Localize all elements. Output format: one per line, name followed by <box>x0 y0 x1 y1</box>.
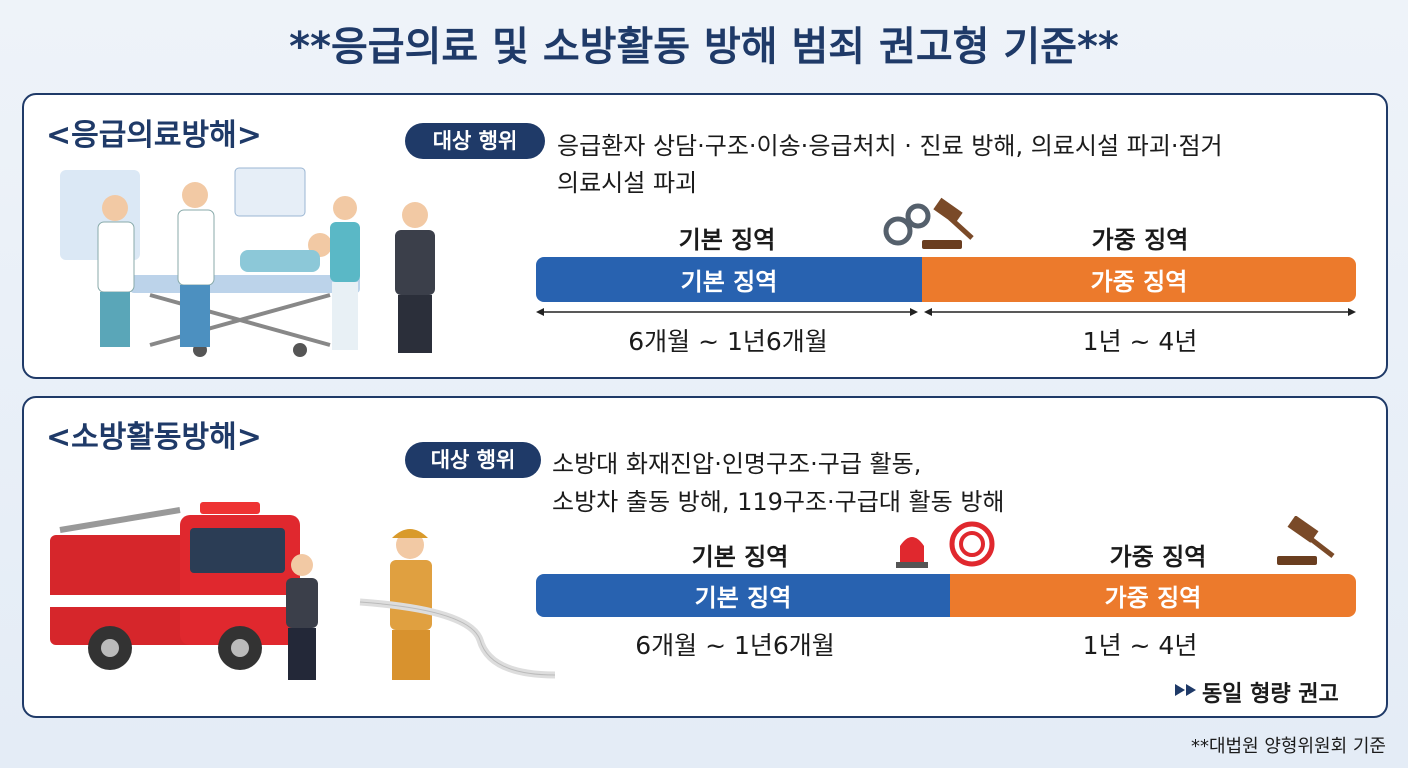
handcuff-gavel-icon <box>883 197 974 249</box>
target-badge: 대상 행위 <box>405 442 541 478</box>
target-text: 의료시설 파괴 <box>557 169 698 197</box>
aggravated-bar: 가중 징역 <box>922 257 1356 302</box>
target-badge: 대상 행위 <box>405 123 545 159</box>
aggravated-label: 가중 징역 <box>1109 543 1207 571</box>
siren-hose-icon <box>896 521 995 568</box>
basic-label: 기본 징역 <box>691 543 789 571</box>
basic-label: 기본 징역 <box>678 226 776 254</box>
aggravated-range: 1년 ~ 4년 <box>1082 327 1198 356</box>
basic-range: 6개월 ~ 1년6개월 <box>635 631 835 660</box>
basic-bar: 기본 징역 <box>536 257 922 302</box>
page-title: **응급의료 및 소방활동 방해 범죄 권고형 기준** <box>289 24 1119 70</box>
basic-bar: 기본 징역 <box>536 574 950 617</box>
aggravated-label: 가중 징역 <box>1091 226 1189 254</box>
range-arrows <box>536 308 1356 316</box>
section-heading: <응급의료방해> <box>46 118 262 153</box>
target-text: 소방대 화재진압·인명구조·구급 활동, <box>552 450 922 478</box>
target-text: 응급환자 상담·구조·이송·응급처치 · 진료 방해, 의료시설 파괴·점거 <box>557 132 1223 160</box>
target-text: 소방차 출동 방해, 119구조·구급대 활동 방해 <box>552 488 1005 516</box>
fire-illustration <box>50 502 556 680</box>
gavel-icon <box>1277 516 1335 565</box>
panel <box>22 93 1388 379</box>
basic-range: 6개월 ~ 1년6개월 <box>628 327 828 356</box>
aggravated-range: 1년 ~ 4년 <box>1082 631 1198 660</box>
note-arrow <box>1175 684 1196 696</box>
medical-illustration <box>60 167 435 357</box>
aggravated-bar: 가중 징역 <box>950 574 1356 617</box>
note: 동일 형량 권고 <box>1202 682 1339 707</box>
footnote: **대법원 양형위원회 기준 <box>1190 736 1386 757</box>
section-heading: <소방활동방해> <box>46 420 262 455</box>
